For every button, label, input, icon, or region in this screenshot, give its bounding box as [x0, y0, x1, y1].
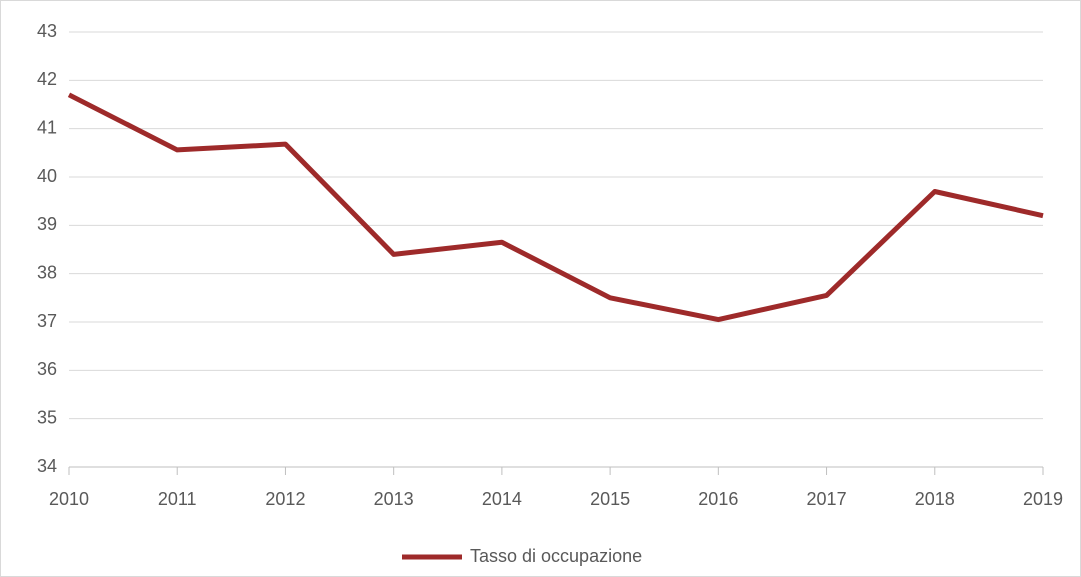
x-tick-label: 2018 — [915, 489, 955, 509]
x-tick-label: 2019 — [1023, 489, 1063, 509]
x-tick-label: 2013 — [374, 489, 414, 509]
x-tick-label: 2017 — [807, 489, 847, 509]
x-tick-label: 2011 — [158, 489, 197, 509]
y-tick-label: 38 — [37, 262, 57, 282]
y-tick-label: 40 — [37, 166, 57, 186]
x-tick-label: 2010 — [49, 489, 89, 509]
data-line — [67, 92, 1044, 323]
y-tick-label: 34 — [37, 456, 57, 476]
y-tick-label: 35 — [37, 407, 57, 427]
y-tick-label: 36 — [37, 359, 57, 379]
y-tick-label: 43 — [37, 21, 57, 41]
x-tick-label: 2014 — [482, 489, 522, 509]
y-tick-label: 42 — [37, 69, 57, 89]
y-tick-label: 39 — [37, 214, 57, 234]
x-tick-label: 2016 — [698, 489, 738, 509]
x-tick-label: 2015 — [590, 489, 630, 509]
y-tick-label: 37 — [37, 311, 57, 331]
legend-label: Tasso di occupazione — [470, 546, 642, 566]
x-tick-label: 2012 — [265, 489, 305, 509]
y-tick-label: 41 — [37, 117, 57, 137]
